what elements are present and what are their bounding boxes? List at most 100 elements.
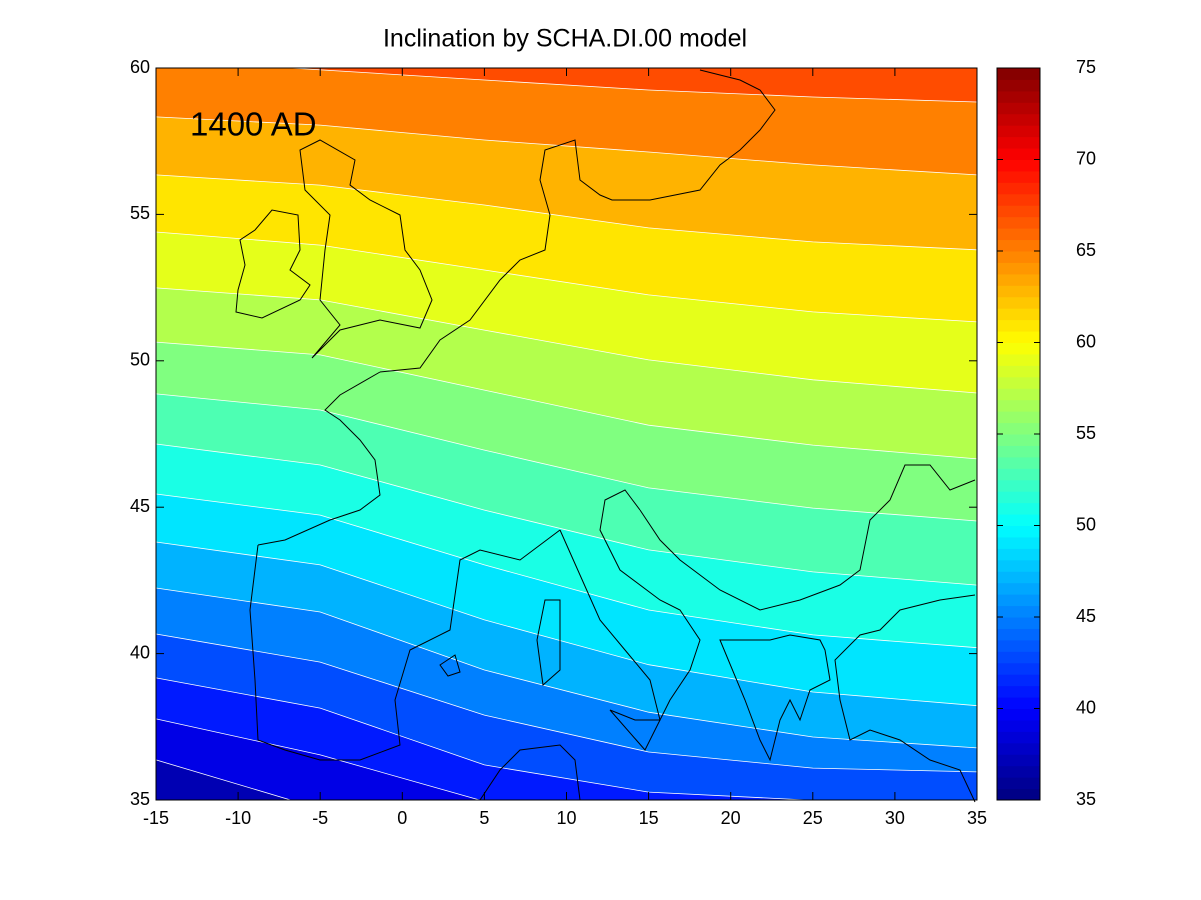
colorbar-swatch xyxy=(997,731,1040,744)
colorbar-swatch xyxy=(997,262,1040,275)
coastlines xyxy=(235,69,976,803)
contour-line xyxy=(155,493,978,649)
colorbar-swatch xyxy=(997,685,1040,698)
y-tick-label: 35 xyxy=(130,789,150,809)
colorbar-swatch xyxy=(997,788,1040,801)
colorbar-swatch xyxy=(997,228,1040,241)
colorbar-swatch xyxy=(997,422,1040,435)
x-tick-label: 30 xyxy=(885,808,905,828)
colorbar-swatch xyxy=(997,388,1040,401)
coastline xyxy=(379,69,776,373)
coastline xyxy=(719,634,831,762)
colorbar-tick-label: 50 xyxy=(1076,514,1096,534)
plot-area xyxy=(155,67,978,801)
contour-line xyxy=(155,116,978,176)
colorbar-swatch xyxy=(997,719,1040,732)
colorbar-swatch xyxy=(997,353,1040,366)
x-tick-label: -10 xyxy=(225,808,251,828)
colorbar-swatch xyxy=(997,456,1040,469)
coastline xyxy=(299,139,433,359)
colorbar-swatch xyxy=(997,411,1040,424)
colorbar-swatch xyxy=(997,102,1040,115)
contour-line xyxy=(155,174,978,251)
colorbar-swatch xyxy=(997,765,1040,778)
colorbar-tick-label: 75 xyxy=(1076,57,1096,77)
colorbar-swatch xyxy=(997,434,1040,446)
x-tick-label: 20 xyxy=(721,808,741,828)
contour-line xyxy=(155,587,978,749)
contour-line xyxy=(155,759,291,801)
colorbar-swatch xyxy=(997,548,1040,561)
colorbar-swatch xyxy=(997,148,1040,160)
colorbar-swatch xyxy=(997,639,1040,652)
colorbar-swatch xyxy=(997,113,1040,126)
colorbar-tick-label: 40 xyxy=(1076,697,1096,717)
coastline xyxy=(249,371,561,761)
colorbar-tick-label: 70 xyxy=(1076,148,1096,168)
x-tick-label: 10 xyxy=(556,808,576,828)
x-tick-label: 25 xyxy=(803,808,823,828)
colorbar-swatch xyxy=(997,319,1040,332)
colorbar-swatch xyxy=(997,376,1040,389)
contour-line xyxy=(155,541,978,707)
contour-line xyxy=(155,677,807,801)
x-tick-label: 5 xyxy=(479,808,489,828)
colorbar-swatch xyxy=(997,193,1040,206)
y-tick-label: 40 xyxy=(130,642,150,662)
colorbar-swatch xyxy=(997,90,1040,103)
colorbar-swatch xyxy=(997,628,1040,641)
coastline xyxy=(439,599,561,686)
colorbar-tick-label: 55 xyxy=(1076,423,1096,443)
colorbar-swatch xyxy=(997,502,1040,515)
annotation: 1400 AD xyxy=(190,106,317,143)
colorbar-swatch xyxy=(997,754,1040,767)
colorbar-swatch xyxy=(997,594,1040,607)
colorbar-swatch xyxy=(997,79,1040,92)
chart-title: Inclination by SCHA.DI.00 model xyxy=(383,25,747,53)
x-tick-label: -5 xyxy=(312,808,328,828)
colorbar-swatch xyxy=(997,445,1040,458)
colorbar-swatch xyxy=(997,479,1040,492)
colorbar-swatch xyxy=(997,136,1040,149)
colorbar-swatch xyxy=(997,662,1040,675)
coastline xyxy=(235,209,311,319)
colorbar-tick-label: 45 xyxy=(1076,606,1096,626)
colorbar-tick-label: 65 xyxy=(1076,240,1096,260)
contour-line xyxy=(155,393,978,522)
contour-line xyxy=(155,341,978,460)
colorbar-swatch xyxy=(997,777,1040,790)
colorbar-swatch xyxy=(997,651,1040,664)
colorbar-swatch xyxy=(997,674,1040,687)
contour-line xyxy=(155,287,978,394)
x-tick-label: -15 xyxy=(143,808,169,828)
colorbar-tick-label: 35 xyxy=(1076,789,1096,809)
colorbar-swatch xyxy=(997,216,1040,229)
colorbar-swatch xyxy=(997,399,1040,412)
colorbar-swatch xyxy=(997,170,1040,183)
x-tick-label: 15 xyxy=(639,808,659,828)
axes: -15 -10 -5 0 5 10 15 20 25 30 35 35 40 45 50 55 60 35 40 45… xyxy=(130,57,1096,828)
colorbar-swatch xyxy=(997,559,1040,572)
colorbar-swatch xyxy=(997,605,1040,618)
colorbar-swatch xyxy=(997,697,1040,709)
colorbar-swatch xyxy=(997,742,1040,755)
colorbar-swatch xyxy=(997,491,1040,504)
x-tick-label: 0 xyxy=(397,808,407,828)
colorbar-swatch xyxy=(997,514,1040,526)
colorbar-swatch xyxy=(997,68,1040,80)
colorbar-swatch xyxy=(997,708,1040,721)
colorbar-swatch xyxy=(997,468,1040,481)
colorbar-swatch xyxy=(997,536,1040,549)
colorbar-swatch xyxy=(997,125,1040,138)
x-tick-label: 35 xyxy=(967,808,987,828)
colorbar-swatch xyxy=(997,182,1040,195)
colorbar-swatch xyxy=(997,273,1040,286)
colorbar-swatch xyxy=(997,617,1040,629)
y-tick-label: 60 xyxy=(130,57,150,77)
contour-line xyxy=(155,633,978,773)
colorbar-swatch xyxy=(997,342,1040,355)
contour-line xyxy=(290,67,978,103)
colorbar-swatch xyxy=(997,239,1040,252)
colorbar-swatch xyxy=(997,285,1040,298)
